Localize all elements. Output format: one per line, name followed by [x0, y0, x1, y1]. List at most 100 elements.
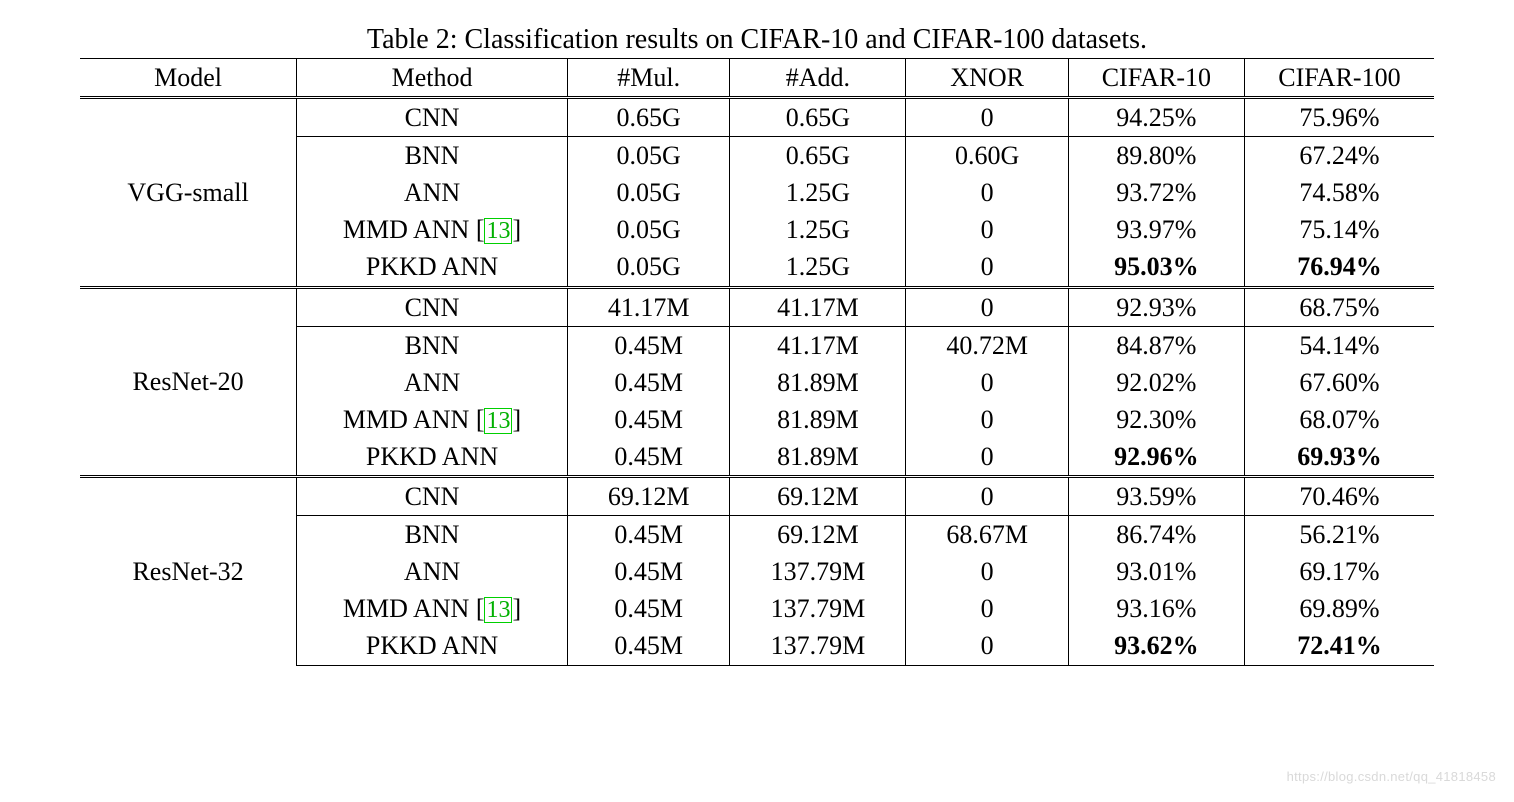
method-cell: ANN: [297, 174, 568, 211]
cifar100-cell: 75.96%: [1244, 98, 1434, 137]
col-cifar100: CIFAR-100: [1244, 59, 1434, 98]
cifar100-cell: 67.60%: [1244, 364, 1434, 401]
cifar10-cell: 92.96%: [1068, 438, 1244, 477]
cifar10-cell: 92.30%: [1068, 401, 1244, 438]
mul-cell: 0.45M: [567, 627, 729, 665]
cifar100-cell: 56.21%: [1244, 516, 1434, 554]
cifar100-cell: 67.24%: [1244, 137, 1434, 175]
cifar10-cell: 93.16%: [1068, 590, 1244, 627]
cifar10-cell: 93.62%: [1068, 627, 1244, 665]
mul-cell: 0.05G: [567, 248, 729, 287]
method-label: ANN: [404, 557, 460, 586]
table-caption: Table 2: Classification results on CIFAR…: [80, 24, 1434, 56]
cifar100-cell: 76.94%: [1244, 248, 1434, 287]
method-label: PKKD ANN: [366, 252, 498, 281]
add-cell: 137.79M: [730, 553, 906, 590]
add-cell: 69.12M: [730, 516, 906, 554]
add-cell: 137.79M: [730, 590, 906, 627]
method-cell: ANN: [297, 553, 568, 590]
xnor-cell: 0: [906, 364, 1068, 401]
method-label: MMD ANN: [343, 594, 469, 623]
mul-cell: 0.05G: [567, 174, 729, 211]
table-row: ResNet-32CNN69.12M69.12M093.59%70.46%: [80, 477, 1434, 516]
col-xnor: XNOR: [906, 59, 1068, 98]
add-cell: 81.89M: [730, 401, 906, 438]
add-cell: 1.25G: [730, 248, 906, 287]
col-mul: #Mul.: [567, 59, 729, 98]
method-cell: MMD ANN [13]: [297, 211, 568, 248]
col-model: Model: [80, 59, 297, 98]
mul-cell: 69.12M: [567, 477, 729, 516]
cifar10-cell: 93.97%: [1068, 211, 1244, 248]
method-label: CNN: [405, 293, 460, 322]
method-label: BNN: [405, 141, 460, 170]
mul-cell: 0.05G: [567, 137, 729, 175]
add-cell: 41.17M: [730, 326, 906, 364]
cifar10-cell: 86.74%: [1068, 516, 1244, 554]
cifar100-cell: 69.93%: [1244, 438, 1434, 477]
cifar100-cell: 68.75%: [1244, 287, 1434, 326]
cifar10-cell: 94.25%: [1068, 98, 1244, 137]
xnor-cell: 0: [906, 401, 1068, 438]
add-cell: 1.25G: [730, 174, 906, 211]
add-cell: 81.89M: [730, 364, 906, 401]
xnor-cell: 0.60G: [906, 137, 1068, 175]
cifar10-cell: 93.01%: [1068, 553, 1244, 590]
method-label: ANN: [404, 178, 460, 207]
results-table: Model Method #Mul. #Add. XNOR CIFAR-10 C…: [80, 58, 1434, 666]
citation[interactable]: 13: [484, 218, 512, 244]
method-label: CNN: [405, 103, 460, 132]
mul-cell: 0.45M: [567, 326, 729, 364]
xnor-cell: 40.72M: [906, 326, 1068, 364]
model-cell: VGG-small: [80, 98, 297, 287]
col-method: Method: [297, 59, 568, 98]
method-cell: CNN: [297, 477, 568, 516]
cifar100-cell: 75.14%: [1244, 211, 1434, 248]
add-cell: 1.25G: [730, 211, 906, 248]
method-label: MMD ANN: [343, 405, 469, 434]
xnor-cell: 0: [906, 248, 1068, 287]
method-label: MMD ANN: [343, 215, 469, 244]
method-cell: PKKD ANN: [297, 438, 568, 477]
cifar100-cell: 54.14%: [1244, 326, 1434, 364]
cifar10-cell: 95.03%: [1068, 248, 1244, 287]
model-cell: ResNet-20: [80, 287, 297, 476]
method-cell: CNN: [297, 287, 568, 326]
xnor-cell: 0: [906, 211, 1068, 248]
mul-cell: 0.65G: [567, 98, 729, 137]
method-cell: PKKD ANN: [297, 248, 568, 287]
cifar10-cell: 89.80%: [1068, 137, 1244, 175]
add-cell: 0.65G: [730, 98, 906, 137]
xnor-cell: 68.67M: [906, 516, 1068, 554]
method-label: PKKD ANN: [366, 631, 498, 660]
method-label: ANN: [404, 368, 460, 397]
method-label: CNN: [405, 482, 460, 511]
xnor-cell: 0: [906, 287, 1068, 326]
add-cell: 0.65G: [730, 137, 906, 175]
cifar10-cell: 92.02%: [1068, 364, 1244, 401]
mul-cell: 0.45M: [567, 590, 729, 627]
method-label: BNN: [405, 520, 460, 549]
citation[interactable]: 13: [484, 408, 512, 434]
citation[interactable]: 13: [484, 597, 512, 623]
mul-cell: 0.45M: [567, 553, 729, 590]
mul-cell: 0.05G: [567, 211, 729, 248]
method-cell: MMD ANN [13]: [297, 590, 568, 627]
add-cell: 81.89M: [730, 438, 906, 477]
cifar100-cell: 70.46%: [1244, 477, 1434, 516]
col-cifar10: CIFAR-10: [1068, 59, 1244, 98]
xnor-cell: 0: [906, 438, 1068, 477]
cifar10-cell: 93.59%: [1068, 477, 1244, 516]
method-cell: BNN: [297, 326, 568, 364]
cifar10-cell: 93.72%: [1068, 174, 1244, 211]
mul-cell: 0.45M: [567, 364, 729, 401]
cifar100-cell: 68.07%: [1244, 401, 1434, 438]
watermark: https://blog.csdn.net/qq_41818458: [1287, 769, 1496, 784]
method-label: BNN: [405, 331, 460, 360]
method-label: PKKD ANN: [366, 442, 498, 471]
xnor-cell: 0: [906, 590, 1068, 627]
col-add: #Add.: [730, 59, 906, 98]
add-cell: 69.12M: [730, 477, 906, 516]
mul-cell: 0.45M: [567, 516, 729, 554]
cifar100-cell: 69.89%: [1244, 590, 1434, 627]
